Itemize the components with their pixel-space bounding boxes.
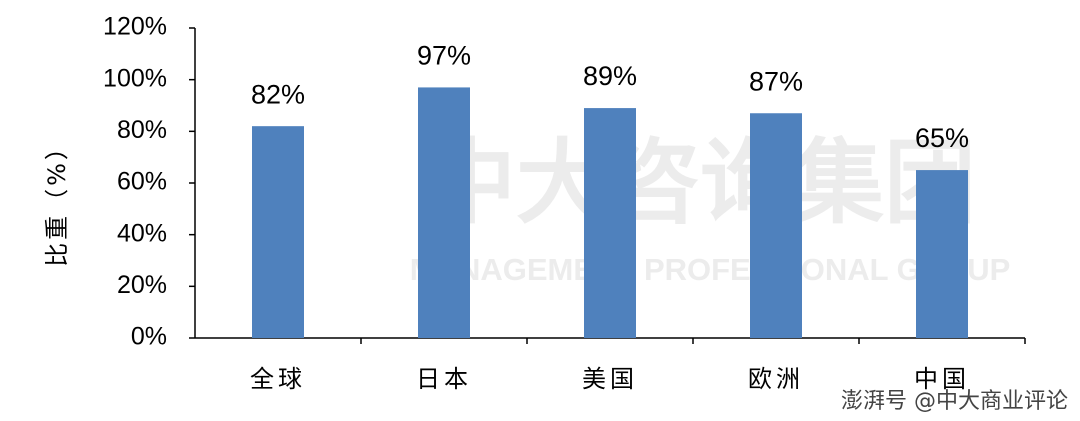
x-tick-label: 全球 xyxy=(250,365,306,393)
watermark-subtext: MANAGEMENT PROFESSIONAL GROUP xyxy=(410,252,1011,287)
y-axis-title: 比重（%） xyxy=(43,133,71,267)
bar xyxy=(916,170,968,338)
watermark: 中大咨询集团 xyxy=(424,132,976,234)
x-tick-label: 欧洲 xyxy=(748,365,804,393)
bar xyxy=(584,108,636,338)
x-tick-label: 中国 xyxy=(914,365,970,393)
y-tick-label: 0% xyxy=(131,323,167,351)
value-label: 89% xyxy=(583,61,637,91)
source: 澎湃号 @中大商业评论 xyxy=(841,389,1068,414)
y-tick-label: 120% xyxy=(103,13,167,41)
value-label: 65% xyxy=(915,123,969,153)
bar xyxy=(252,126,304,339)
y-tick-label: 100% xyxy=(103,64,167,92)
y-tick-label: 80% xyxy=(117,116,167,144)
value-label: 87% xyxy=(749,66,803,96)
x-tick-label: 美国 xyxy=(582,365,638,393)
x-tick-label: 日本 xyxy=(416,365,472,393)
y-tick-label: 40% xyxy=(117,219,167,247)
value-label: 97% xyxy=(417,41,471,71)
y-tick-label: 60% xyxy=(117,168,167,196)
bar xyxy=(418,87,470,339)
bar xyxy=(750,113,802,338)
value-label: 82% xyxy=(251,79,305,109)
y-tick-label: 20% xyxy=(117,271,167,299)
